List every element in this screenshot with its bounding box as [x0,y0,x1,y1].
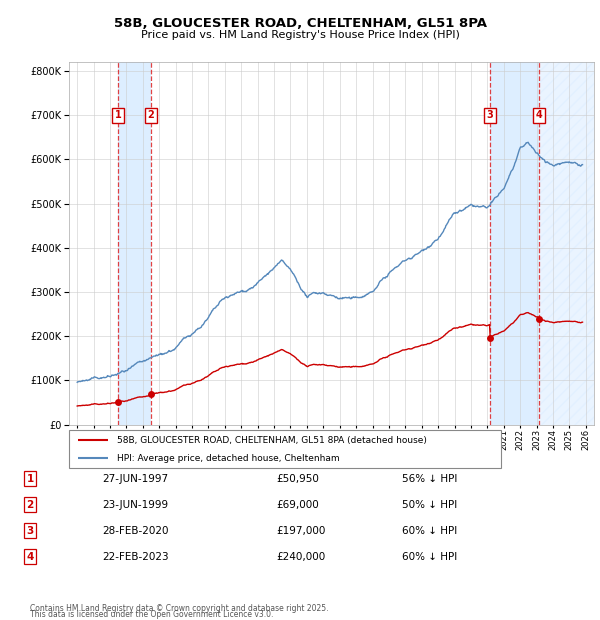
FancyBboxPatch shape [69,430,501,468]
Text: 1: 1 [26,474,34,484]
Text: 60% ↓ HPI: 60% ↓ HPI [402,552,457,562]
Text: 60% ↓ HPI: 60% ↓ HPI [402,526,457,536]
Text: Price paid vs. HM Land Registry's House Price Index (HPI): Price paid vs. HM Land Registry's House … [140,30,460,40]
Text: 1: 1 [115,110,121,120]
Text: 58B, GLOUCESTER ROAD, CHELTENHAM, GL51 8PA (detached house): 58B, GLOUCESTER ROAD, CHELTENHAM, GL51 8… [116,436,427,445]
Text: 50% ↓ HPI: 50% ↓ HPI [402,500,457,510]
Bar [539,62,600,425]
Text: £240,000: £240,000 [276,552,325,562]
Text: 3: 3 [487,110,493,120]
Text: 28-FEB-2020: 28-FEB-2020 [102,526,169,536]
Text: This data is licensed under the Open Government Licence v3.0.: This data is licensed under the Open Gov… [30,610,274,619]
Bar [118,62,151,425]
Text: 4: 4 [536,110,542,120]
Text: 56% ↓ HPI: 56% ↓ HPI [402,474,457,484]
Text: 2: 2 [148,110,154,120]
Text: £69,000: £69,000 [276,500,319,510]
Bar [490,62,539,425]
Text: 3: 3 [26,526,34,536]
Text: £50,950: £50,950 [276,474,319,484]
Text: HPI: Average price, detached house, Cheltenham: HPI: Average price, detached house, Chel… [116,454,339,463]
Text: 22-FEB-2023: 22-FEB-2023 [102,552,169,562]
Text: 2: 2 [26,500,34,510]
Text: Contains HM Land Registry data © Crown copyright and database right 2025.: Contains HM Land Registry data © Crown c… [30,603,329,613]
Text: 27-JUN-1997: 27-JUN-1997 [102,474,168,484]
Text: £197,000: £197,000 [276,526,325,536]
Text: 58B, GLOUCESTER ROAD, CHELTENHAM, GL51 8PA: 58B, GLOUCESTER ROAD, CHELTENHAM, GL51 8… [113,17,487,30]
Text: 4: 4 [26,552,34,562]
Text: 23-JUN-1999: 23-JUN-1999 [102,500,168,510]
